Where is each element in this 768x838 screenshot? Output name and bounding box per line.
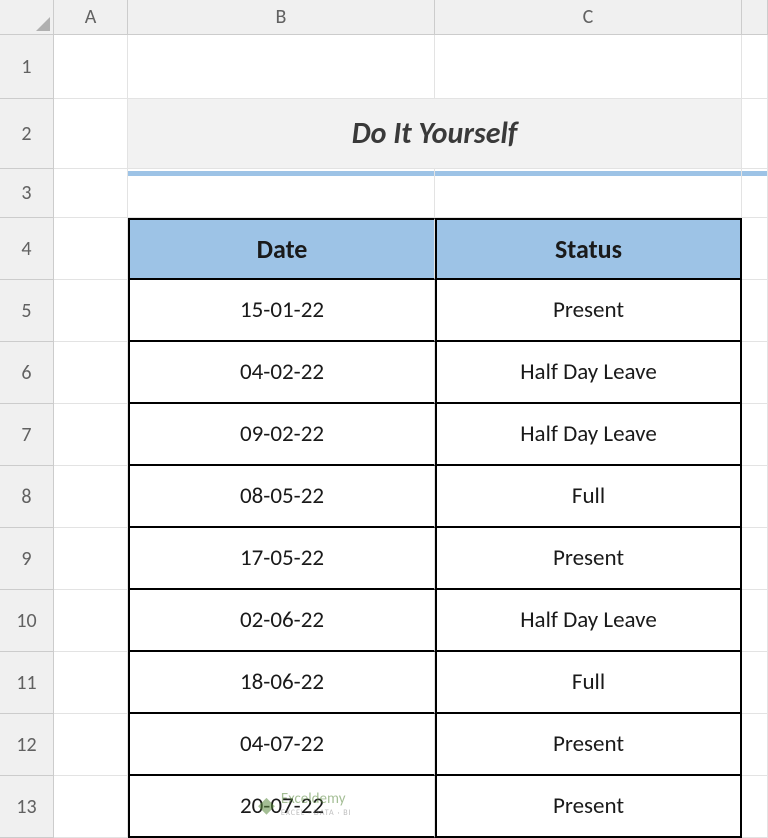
- row-header-3[interactable]: 3: [0, 169, 54, 218]
- cell-a2[interactable]: [54, 99, 128, 169]
- cell-date-3[interactable]: 08-05-22: [128, 466, 435, 528]
- row-header-2[interactable]: 2: [0, 99, 54, 169]
- cell-a4[interactable]: [54, 218, 128, 280]
- cell-b1[interactable]: [128, 35, 435, 99]
- cell-status-6[interactable]: Full: [435, 652, 742, 714]
- title-cell[interactable]: Do It Yourself: [128, 99, 742, 169]
- cell-status-2[interactable]: Half Day Leave: [435, 404, 742, 466]
- cell-a6[interactable]: [54, 342, 128, 404]
- row-header-10[interactable]: 10: [0, 590, 54, 652]
- cell-status-8[interactable]: Present: [435, 776, 742, 838]
- row-header-12[interactable]: 12: [0, 714, 54, 776]
- cell-status-7[interactable]: Present: [435, 714, 742, 776]
- cell-a10[interactable]: [54, 590, 128, 652]
- cell-date-7[interactable]: 04-07-22: [128, 714, 435, 776]
- row-header-1[interactable]: 1: [0, 35, 54, 99]
- cell-d10[interactable]: [742, 590, 768, 652]
- table-header-date[interactable]: Date: [128, 218, 435, 280]
- cell-status-5[interactable]: Half Day Leave: [435, 590, 742, 652]
- row-header-8[interactable]: 8: [0, 466, 54, 528]
- spreadsheet-grid: A B C 1 2 3 4 5 6 7 8 9 10 11 12 13 Do I…: [0, 0, 768, 838]
- cell-a5[interactable]: [54, 280, 128, 342]
- cell-a1[interactable]: [54, 35, 128, 99]
- row-header-11[interactable]: 11: [0, 652, 54, 714]
- cell-d1[interactable]: [742, 35, 768, 99]
- cell-date-0[interactable]: 15-01-22: [128, 280, 435, 342]
- cell-d12[interactable]: [742, 714, 768, 776]
- cell-d5[interactable]: [742, 280, 768, 342]
- column-header-next[interactable]: [742, 0, 768, 35]
- cell-status-4[interactable]: Present: [435, 528, 742, 590]
- cell-d13[interactable]: [742, 776, 768, 838]
- title-text: Do It Yourself: [352, 115, 518, 152]
- cell-date-1[interactable]: 04-02-22: [128, 342, 435, 404]
- cell-date-6[interactable]: 18-06-22: [128, 652, 435, 714]
- cell-date-5[interactable]: 02-06-22: [128, 590, 435, 652]
- column-header-b[interactable]: B: [128, 0, 435, 35]
- cell-a3[interactable]: [54, 169, 128, 218]
- cell-status-1[interactable]: Half Day Leave: [435, 342, 742, 404]
- cell-status-0[interactable]: Present: [435, 280, 742, 342]
- cell-a8[interactable]: [54, 466, 128, 528]
- row-header-6[interactable]: 6: [0, 342, 54, 404]
- cell-d8[interactable]: [742, 466, 768, 528]
- row-header-9[interactable]: 9: [0, 528, 54, 590]
- cell-status-3[interactable]: Full: [435, 466, 742, 528]
- cell-d6[interactable]: [742, 342, 768, 404]
- cell-date-4[interactable]: 17-05-22: [128, 528, 435, 590]
- cell-d3[interactable]: [742, 169, 768, 218]
- table-header-status[interactable]: Status: [435, 218, 742, 280]
- cell-d9[interactable]: [742, 528, 768, 590]
- column-header-c[interactable]: C: [435, 0, 742, 35]
- row-header-5[interactable]: 5: [0, 280, 54, 342]
- cell-a11[interactable]: [54, 652, 128, 714]
- cell-d7[interactable]: [742, 404, 768, 466]
- column-header-a[interactable]: A: [54, 0, 128, 35]
- row-header-7[interactable]: 7: [0, 404, 54, 466]
- cell-date-2[interactable]: 09-02-22: [128, 404, 435, 466]
- cell-a12[interactable]: [54, 714, 128, 776]
- row-header-4[interactable]: 4: [0, 218, 54, 280]
- cell-d11[interactable]: [742, 652, 768, 714]
- cell-a13[interactable]: [54, 776, 128, 838]
- cell-d2[interactable]: [742, 99, 768, 169]
- cell-a7[interactable]: [54, 404, 128, 466]
- cell-a9[interactable]: [54, 528, 128, 590]
- cell-d4[interactable]: [742, 218, 768, 280]
- row-header-13[interactable]: 13: [0, 776, 54, 838]
- cell-c1[interactable]: [435, 35, 742, 99]
- cell-b3[interactable]: [128, 169, 435, 218]
- select-all-corner[interactable]: [0, 0, 54, 35]
- cell-c3[interactable]: [435, 169, 742, 218]
- cell-date-8[interactable]: 20-07-22: [128, 776, 435, 838]
